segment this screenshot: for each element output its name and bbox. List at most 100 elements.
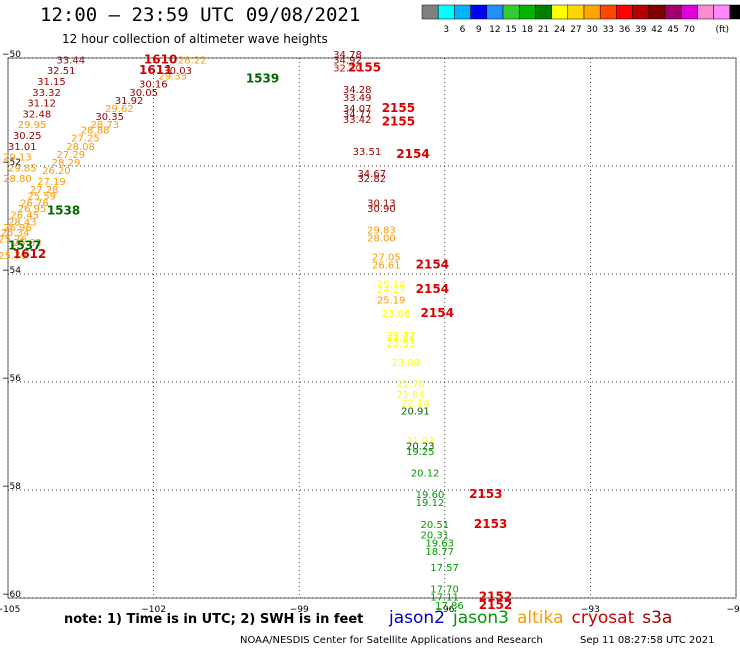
- colorbar-label: 15: [505, 25, 516, 35]
- wave-height-label: 17.70: [430, 585, 459, 596]
- y-tick-label: −58: [2, 482, 21, 492]
- wave-height-label: 27.19: [37, 177, 66, 188]
- colorbar-label: 30: [586, 25, 598, 35]
- units-note: note: 1) Time is in UTC; 2) SWH is in fe…: [64, 612, 364, 627]
- x-tick-label: −93: [581, 605, 600, 615]
- wave-height-label: 33.49: [343, 93, 372, 104]
- pass-time-label: 1538: [47, 204, 80, 218]
- wave-height-label: 28.73: [91, 120, 120, 131]
- pass-time-label: 1539: [246, 71, 279, 85]
- colorbar-label: 24: [554, 25, 566, 35]
- pass-time-label: 1612: [13, 247, 46, 261]
- wave-height-label: 29.33: [158, 72, 187, 83]
- colorbar-label: 70: [684, 25, 696, 35]
- wave-height-label: 33.32: [32, 88, 61, 99]
- wave-height-label: 26.76: [20, 199, 49, 210]
- credit-line: NOAA/NESDIS Center for Satellite Applica…: [240, 635, 543, 646]
- wave-height-label: 22.84: [387, 334, 416, 345]
- wave-height-label: 33.42: [343, 115, 372, 126]
- wave-height-label: 31.15: [37, 77, 66, 88]
- colorbar-label: 39: [635, 25, 647, 35]
- wave-height-label: 27.05: [372, 253, 401, 264]
- wave-height-label: 20.23: [406, 442, 435, 453]
- wave-height-label: 32.20: [333, 64, 362, 75]
- wave-height-label: 19.25: [406, 447, 435, 458]
- y-tick-label: −52: [2, 158, 21, 168]
- pass-time-label: 1537: [8, 239, 41, 253]
- pass-time-label: 2154: [396, 147, 429, 161]
- colorbar-label: 36: [619, 25, 631, 35]
- wave-height-label: 28.00: [367, 234, 396, 245]
- wave-height-label: 23.06: [382, 309, 411, 320]
- wave-height-label: 28.80: [3, 174, 32, 185]
- wave-height-label: 19.12: [416, 498, 445, 509]
- wave-height-label: 25.79: [0, 251, 27, 262]
- wave-height-label: 29.62: [105, 104, 134, 115]
- plot-frame: [7, 57, 737, 599]
- wave-height-label: 29.85: [8, 163, 37, 174]
- wave-height-label: 18.77: [425, 547, 454, 558]
- wave-height-label: 27.25: [71, 134, 100, 145]
- wave-height-label: 24.27: [377, 285, 406, 296]
- pass-time-label: 2155: [382, 101, 415, 115]
- y-tick-label: −60: [2, 590, 21, 600]
- x-tick-label: −99: [290, 605, 309, 615]
- x-tick-label: −102: [141, 605, 166, 615]
- wave-height-label: 34.77: [343, 109, 372, 120]
- colorbar-label: 27: [570, 25, 581, 35]
- wave-height-label: 21.84: [396, 390, 425, 401]
- wave-height-label: 28.29: [52, 158, 81, 169]
- wave-height-label: 25.63: [13, 238, 42, 249]
- y-tick-label: −50: [2, 50, 21, 60]
- wave-height-label: 17.11: [430, 593, 459, 604]
- x-tick-label: −96: [435, 605, 454, 615]
- wave-height-label: 19.63: [425, 539, 454, 550]
- pass-time-label: 2153: [469, 487, 502, 501]
- wave-height-label: 30.13: [367, 199, 396, 210]
- wave-height-label: 26.20: [42, 166, 71, 177]
- legend-entry-jason2: jason2: [389, 608, 445, 628]
- wave-height-label: 32.51: [47, 66, 76, 77]
- colorbar-label: 45: [667, 25, 678, 35]
- pass-time-label: 2154: [421, 306, 454, 320]
- wave-height-label: 21.70: [396, 379, 425, 390]
- pass-time-label: 1611: [139, 63, 172, 77]
- pass-time-label: 2153: [474, 517, 507, 531]
- wave-height-label: 25.14: [377, 280, 406, 291]
- wave-height-label: 34.28: [343, 85, 372, 96]
- wave-height-label: 28.88: [81, 126, 110, 137]
- pass-time-label: 1610: [144, 52, 177, 66]
- wave-height-label: 25.76: [0, 235, 27, 246]
- pass-time-label: 2152: [479, 590, 512, 604]
- pass-time-label: 2154: [416, 282, 449, 296]
- colorbar-label: 21: [538, 25, 549, 35]
- page-subtitle: 12 hour collection of altimeter wave hei…: [62, 32, 328, 46]
- wave-height-label: 20.31: [421, 531, 450, 542]
- wave-height-label: 29.13: [3, 153, 32, 164]
- wave-height-label: 25.34: [1, 228, 30, 239]
- wave-height-label: 30.05: [129, 88, 158, 99]
- wave-height-label: 28.08: [66, 142, 95, 153]
- colorbar-label: 6: [460, 25, 466, 35]
- wave-height-label: 30.16: [139, 80, 168, 91]
- pass-time-label: 2155: [348, 61, 381, 75]
- pass-time-label: 2155: [382, 115, 415, 129]
- wave-height-label: 20.12: [411, 469, 440, 480]
- colorbar-unit: (ft): [715, 25, 729, 35]
- pass-time-label: 2152: [479, 598, 512, 612]
- wave-height-label: 19.60: [416, 490, 445, 501]
- wave-height-label: 26.61: [372, 261, 401, 272]
- wave-height-label: 17.86: [435, 601, 464, 612]
- colorbar-label: 3: [443, 25, 449, 35]
- wave-height-label: 27.28: [30, 185, 59, 196]
- wave-height-label: 34.67: [357, 169, 386, 180]
- wave-height-label: 34.78: [333, 50, 362, 61]
- x-tick-label: −105: [0, 605, 20, 615]
- wave-height-label: 30.25: [13, 131, 42, 142]
- wave-height-label: 20.51: [421, 520, 450, 531]
- wave-height-label: 33.51: [353, 147, 382, 158]
- wave-height-label: 30.90: [367, 204, 396, 215]
- colorbar-label: 9: [476, 25, 482, 35]
- wave-height-label: 29.83: [367, 226, 396, 237]
- wave-height-label: 25.19: [377, 296, 406, 307]
